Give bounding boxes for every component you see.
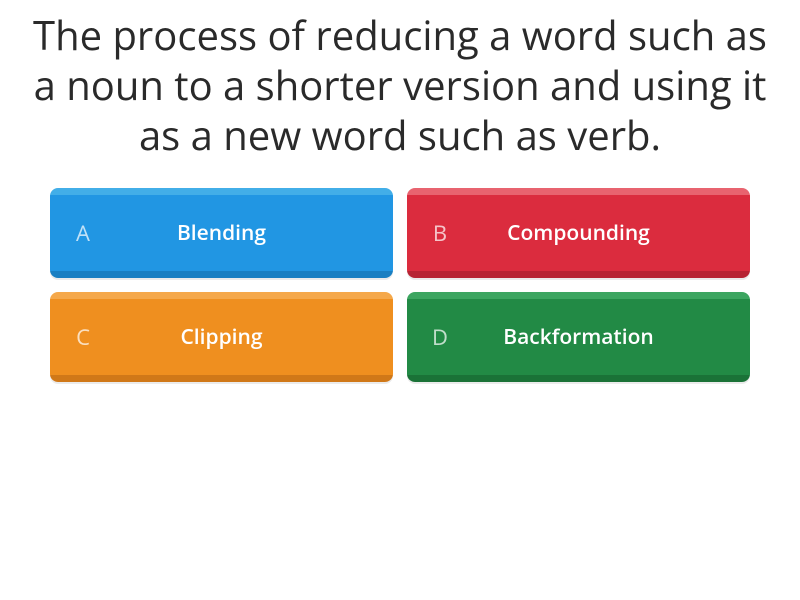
answer-label-b: Compounding	[455, 219, 732, 247]
answer-label-a: Blending	[98, 219, 375, 247]
answer-button-b[interactable]: B Compounding	[407, 188, 750, 278]
answer-button-d[interactable]: D Backformation	[407, 292, 750, 382]
answer-letter-c: C	[68, 322, 98, 352]
answer-button-a[interactable]: A Blending	[50, 188, 393, 278]
answer-label-d: Backformation	[455, 323, 732, 351]
answers-grid: A Blending B Compounding C Clipping D Ba…	[50, 188, 750, 382]
answer-letter-b: B	[425, 218, 455, 248]
answer-label-c: Clipping	[98, 323, 375, 351]
answer-letter-d: D	[425, 322, 455, 352]
question-text: The process of reducing a word such as a…	[30, 10, 770, 160]
answer-button-c[interactable]: C Clipping	[50, 292, 393, 382]
answer-letter-a: A	[68, 218, 98, 248]
